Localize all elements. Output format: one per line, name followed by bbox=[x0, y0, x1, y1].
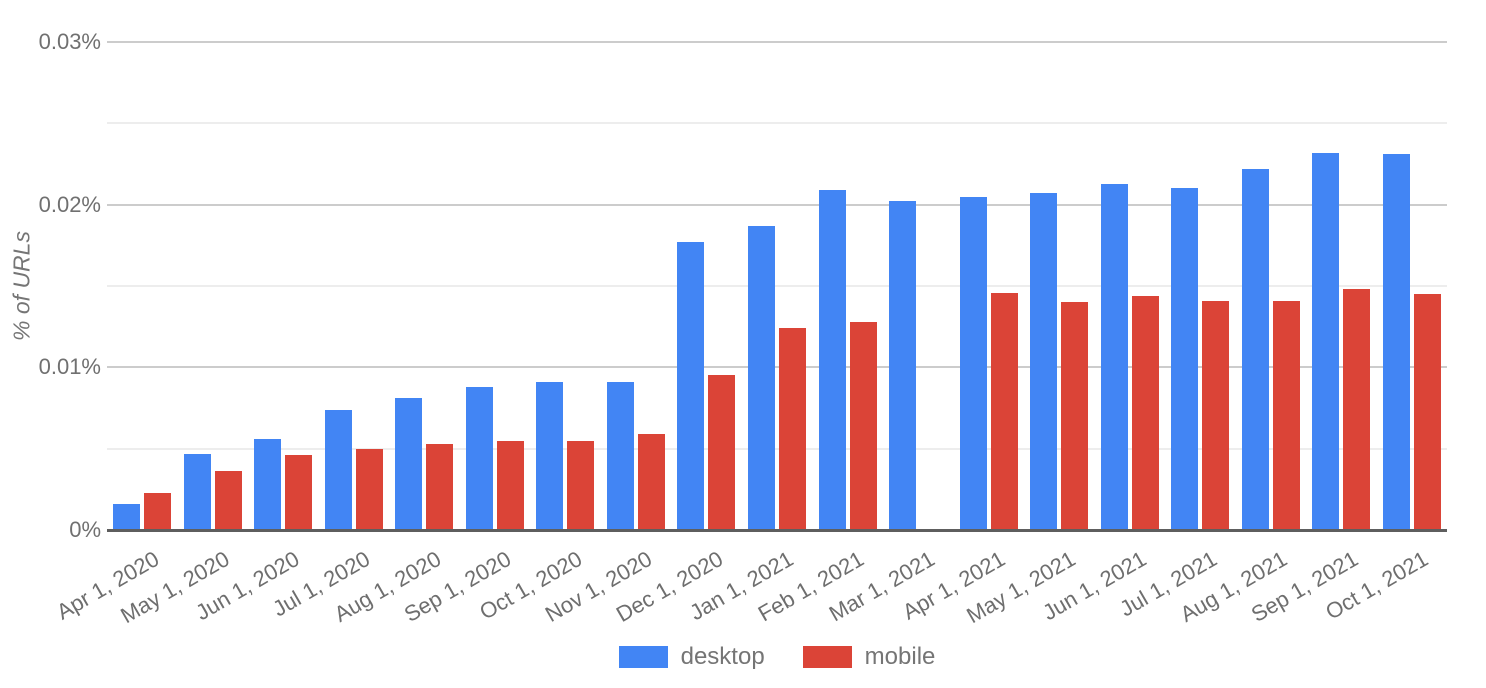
y-tick-label: 0.03% bbox=[38, 29, 101, 54]
bar-mobile[interactable] bbox=[567, 441, 595, 530]
bar-mobile[interactable] bbox=[1413, 294, 1441, 530]
bar-desktop[interactable] bbox=[254, 439, 282, 530]
bar-desktop[interactable] bbox=[536, 382, 564, 530]
bar-mobile[interactable] bbox=[990, 293, 1018, 530]
bar-mobile[interactable] bbox=[214, 471, 242, 530]
legend: desktop mobile bbox=[107, 643, 1447, 671]
gridline bbox=[107, 122, 1447, 125]
bar-mobile[interactable] bbox=[778, 328, 806, 530]
legend-label-desktop: desktop bbox=[680, 643, 765, 670]
bar-group bbox=[107, 42, 178, 530]
bar-mobile[interactable] bbox=[637, 434, 665, 530]
bar-desktop[interactable] bbox=[818, 190, 846, 530]
bar-desktop[interactable] bbox=[113, 504, 141, 530]
bar-desktop[interactable] bbox=[1241, 169, 1269, 530]
bar-group bbox=[389, 42, 460, 530]
bar-desktop[interactable] bbox=[183, 454, 211, 530]
bar-desktop[interactable] bbox=[889, 201, 917, 530]
bar-desktop[interactable] bbox=[1100, 184, 1128, 530]
bar-mobile[interactable] bbox=[1131, 296, 1159, 530]
y-tick-label: 0% bbox=[69, 517, 101, 542]
bar-desktop[interactable] bbox=[1312, 153, 1340, 530]
bar-desktop[interactable] bbox=[1382, 154, 1410, 530]
bar-group bbox=[1235, 42, 1306, 530]
x-axis-baseline bbox=[107, 529, 1447, 532]
bar-mobile[interactable] bbox=[1061, 302, 1089, 530]
x-axis-labels: Apr 1, 2020 May 1, 2020 Jun 1, 2020 Jul 1, … bbox=[52, 530, 1447, 650]
legend-label-mobile: mobile bbox=[864, 643, 936, 670]
bar-group bbox=[1376, 42, 1447, 530]
bar-group bbox=[530, 42, 601, 530]
gridline bbox=[107, 285, 1447, 287]
gridline bbox=[107, 447, 1447, 450]
bar-mobile[interactable] bbox=[849, 322, 877, 530]
bar-group bbox=[812, 42, 883, 530]
bar-group bbox=[319, 42, 390, 530]
bar-mobile[interactable] bbox=[355, 449, 383, 530]
bar-mobile[interactable] bbox=[1202, 301, 1230, 530]
bar-group bbox=[1165, 42, 1236, 530]
bar-group bbox=[953, 42, 1024, 530]
bar-mobile[interactable] bbox=[1343, 289, 1371, 530]
bar-group bbox=[671, 42, 742, 530]
bar-group bbox=[1094, 42, 1165, 530]
y-tick-label: 0.01% bbox=[38, 354, 101, 380]
bar-mobile[interactable] bbox=[144, 493, 172, 530]
legend-item-desktop[interactable]: desktop bbox=[618, 643, 765, 671]
bar-mobile[interactable] bbox=[708, 375, 736, 530]
bar-mobile[interactable] bbox=[1272, 301, 1300, 530]
bar-desktop[interactable] bbox=[1171, 188, 1199, 530]
bar-desktop[interactable] bbox=[465, 387, 493, 530]
bar-desktop[interactable] bbox=[324, 410, 352, 530]
bar-group bbox=[248, 42, 319, 530]
legend-item-mobile[interactable]: mobile bbox=[802, 643, 936, 671]
legend-swatch-mobile-icon bbox=[802, 646, 852, 668]
bar-group bbox=[460, 42, 531, 530]
bar-desktop[interactable] bbox=[747, 226, 775, 530]
bar-desktop[interactable] bbox=[959, 197, 987, 530]
bar-group bbox=[742, 42, 813, 530]
gridline bbox=[107, 366, 1447, 369]
bar-mobile[interactable] bbox=[285, 455, 313, 530]
plot-area bbox=[107, 41, 1447, 530]
bar-desktop[interactable] bbox=[677, 242, 705, 530]
bar-group bbox=[601, 42, 672, 530]
legend-swatch-desktop-icon bbox=[618, 646, 668, 668]
bar-mobile[interactable] bbox=[496, 441, 524, 530]
bar-group bbox=[178, 42, 249, 530]
bar-mobile[interactable] bbox=[426, 444, 454, 530]
bar-group bbox=[1024, 42, 1095, 530]
y-tick-label: 0.02% bbox=[38, 191, 101, 217]
bar-group bbox=[883, 42, 954, 530]
bar-desktop[interactable] bbox=[395, 398, 423, 530]
bar-desktop[interactable] bbox=[606, 382, 634, 530]
gridline bbox=[107, 203, 1447, 206]
gridline bbox=[107, 41, 1447, 43]
bar-desktop[interactable] bbox=[1030, 193, 1058, 530]
bar-group bbox=[1306, 42, 1377, 530]
y-axis-labels: 0% 0.01% 0.02% 0.03% bbox=[0, 0, 101, 688]
